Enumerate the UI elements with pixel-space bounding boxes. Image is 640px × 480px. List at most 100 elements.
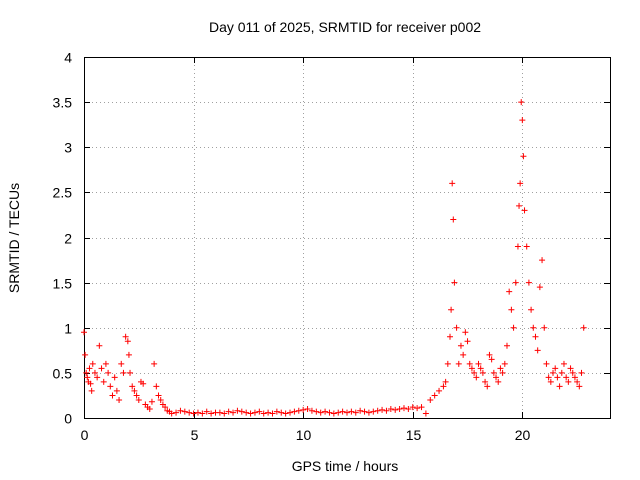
data-point bbox=[146, 405, 153, 412]
data-point bbox=[124, 338, 131, 345]
data-point bbox=[486, 351, 493, 358]
data-point bbox=[490, 369, 497, 376]
data-point bbox=[414, 405, 421, 412]
data-point bbox=[122, 333, 129, 340]
data-point bbox=[448, 306, 455, 313]
data-point bbox=[265, 409, 272, 416]
data-point bbox=[82, 351, 89, 358]
data-point bbox=[148, 398, 155, 405]
data-point bbox=[431, 392, 438, 399]
x-tick-label: 20 bbox=[515, 427, 531, 443]
data-point bbox=[567, 365, 574, 372]
data-point bbox=[475, 360, 482, 367]
data-point bbox=[177, 407, 184, 414]
data-point bbox=[330, 410, 337, 417]
data-point bbox=[162, 404, 169, 411]
data-point bbox=[300, 406, 307, 413]
data-point bbox=[516, 202, 523, 209]
data-point bbox=[519, 117, 526, 124]
data-point bbox=[113, 387, 120, 394]
y-tick-label: 3 bbox=[64, 140, 72, 156]
data-point bbox=[506, 288, 513, 295]
data-point bbox=[379, 406, 386, 413]
data-point bbox=[153, 383, 160, 390]
data-point bbox=[550, 369, 557, 376]
data-point bbox=[282, 410, 289, 417]
data-point bbox=[530, 324, 537, 331]
data-point bbox=[580, 324, 587, 331]
data-point bbox=[157, 396, 164, 403]
y-tick-label: 1.5 bbox=[53, 276, 73, 292]
data-point bbox=[576, 383, 583, 390]
data-point bbox=[449, 180, 456, 187]
data-point bbox=[260, 410, 267, 417]
data-point bbox=[120, 369, 127, 376]
data-point bbox=[543, 360, 550, 367]
data-point bbox=[528, 306, 535, 313]
data-point bbox=[88, 387, 95, 394]
data-point bbox=[83, 369, 90, 376]
data-point bbox=[129, 383, 136, 390]
y-tick-label: 1 bbox=[64, 321, 72, 337]
data-point bbox=[512, 279, 519, 286]
data-point bbox=[81, 329, 87, 336]
data-point bbox=[225, 408, 232, 415]
data-point bbox=[125, 351, 132, 358]
data-point bbox=[558, 369, 565, 376]
data-point bbox=[216, 409, 223, 416]
data-point bbox=[392, 406, 399, 413]
data-point bbox=[374, 407, 381, 414]
data-point bbox=[326, 409, 333, 416]
data-point bbox=[317, 409, 324, 416]
data-point bbox=[304, 405, 311, 412]
data-point bbox=[479, 369, 486, 376]
chart-title: Day 011 of 2025, SRMTID for receiver p00… bbox=[209, 19, 481, 35]
data-point bbox=[539, 257, 546, 264]
data-point bbox=[256, 408, 263, 415]
x-axis-label: GPS time / hours bbox=[292, 458, 399, 474]
data-point bbox=[344, 409, 350, 416]
data-point bbox=[569, 369, 576, 376]
axis-ticks: 0 5 10 15 20 0 0.5 1 1.5 2 2.5 3 3.5 4 bbox=[53, 50, 610, 443]
x-tick-label: 0 bbox=[81, 427, 89, 443]
data-point bbox=[422, 410, 429, 417]
data-point bbox=[251, 409, 258, 416]
data-point bbox=[96, 342, 103, 349]
data-point bbox=[547, 378, 554, 385]
data-point bbox=[436, 387, 443, 394]
data-point bbox=[335, 409, 342, 416]
data-point bbox=[190, 410, 197, 417]
x-tick-label: 10 bbox=[296, 427, 312, 443]
data-point bbox=[291, 408, 298, 415]
data-point bbox=[444, 360, 451, 367]
data-point bbox=[181, 408, 188, 415]
data-point bbox=[199, 410, 206, 417]
data-point bbox=[89, 360, 96, 367]
data-point bbox=[400, 405, 407, 412]
data-point bbox=[488, 356, 495, 363]
data-point bbox=[510, 324, 517, 331]
data-point bbox=[508, 306, 515, 313]
data-point bbox=[322, 408, 329, 415]
data-point bbox=[396, 405, 403, 412]
data-point bbox=[541, 324, 548, 331]
data-point bbox=[563, 374, 570, 381]
data-point bbox=[518, 99, 525, 106]
data-point bbox=[230, 409, 237, 416]
data-point bbox=[536, 284, 543, 291]
data-point bbox=[462, 329, 469, 336]
data-point bbox=[243, 409, 250, 416]
plot-frame bbox=[84, 57, 611, 419]
data-point bbox=[497, 365, 504, 372]
data-point bbox=[383, 407, 390, 414]
data-point bbox=[135, 396, 142, 403]
data-point bbox=[194, 409, 201, 416]
data-point bbox=[405, 405, 412, 412]
data-point bbox=[151, 360, 158, 367]
data-point bbox=[208, 410, 215, 417]
data-point bbox=[473, 374, 480, 381]
data-point bbox=[238, 408, 245, 415]
data-point bbox=[203, 408, 210, 415]
data-point bbox=[545, 374, 552, 381]
